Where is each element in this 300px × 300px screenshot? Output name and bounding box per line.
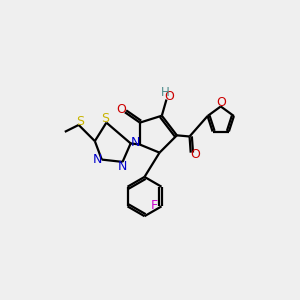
Text: S: S [76, 115, 84, 128]
Text: O: O [164, 90, 174, 103]
Text: O: O [190, 148, 200, 161]
Text: N: N [93, 153, 102, 166]
Text: O: O [216, 96, 226, 109]
Text: N: N [131, 136, 140, 149]
Text: S: S [101, 112, 109, 125]
Text: N: N [118, 160, 127, 172]
Text: O: O [116, 103, 126, 116]
Text: H: H [160, 86, 169, 99]
Text: F: F [151, 199, 158, 212]
